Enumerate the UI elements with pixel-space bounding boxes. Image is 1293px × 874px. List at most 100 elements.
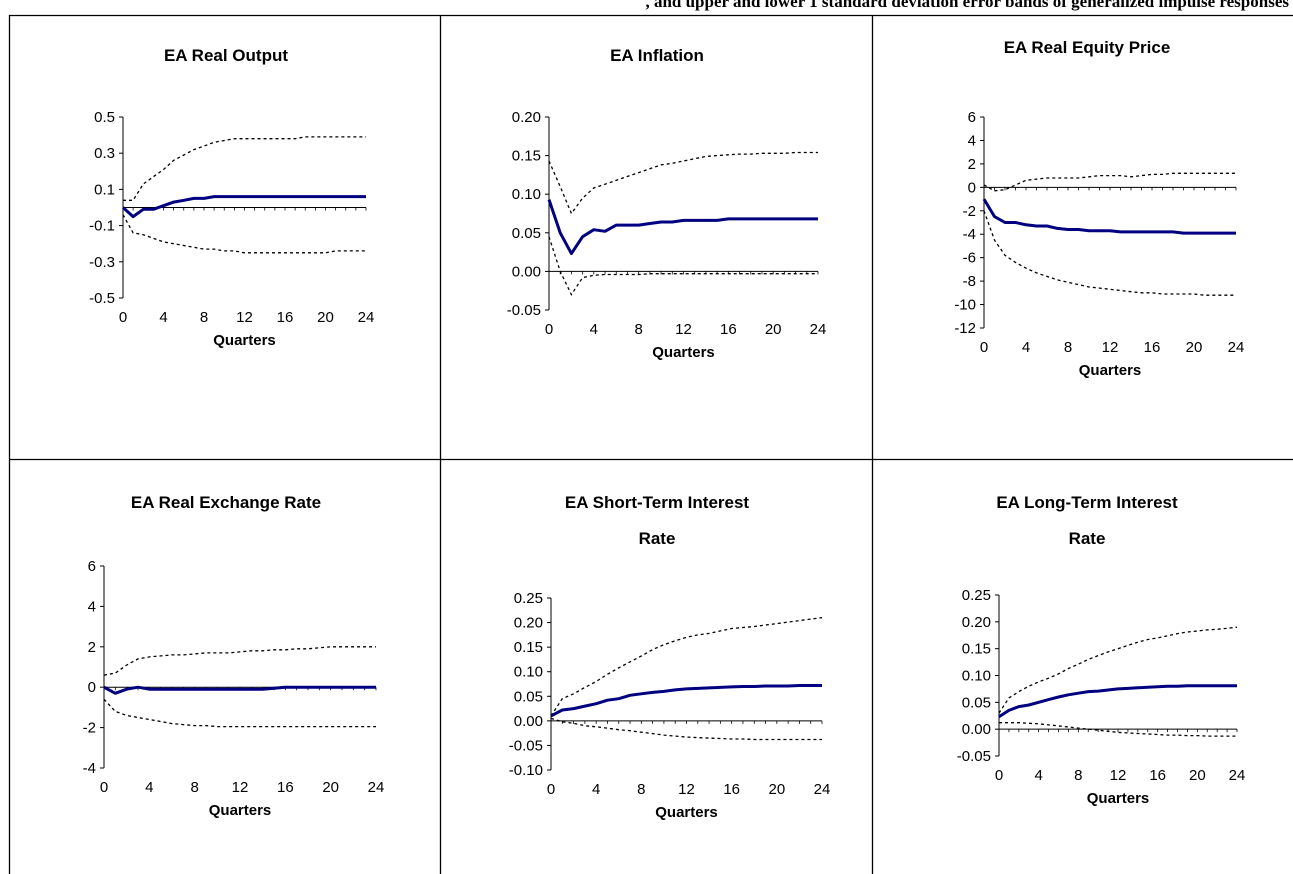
x-tick-label: 24 — [368, 779, 385, 796]
x-axis-title: Quarters — [213, 332, 276, 349]
chart-title: Rate — [639, 529, 676, 548]
x-axis-title: Quarters — [1087, 790, 1150, 807]
response-line — [547, 199, 818, 256]
lower-band-line — [103, 698, 376, 728]
x-tick-label: 4 — [1034, 767, 1042, 784]
x-tick-label: 20 — [1189, 767, 1206, 784]
y-tick-label: 0.25 — [514, 590, 543, 607]
y-tick-label: -0.05 — [957, 748, 991, 765]
x-tick-label: 16 — [277, 779, 294, 796]
y-tick-label: -0.1 — [89, 218, 115, 235]
y-tick-label: -6 — [963, 250, 976, 267]
x-tick-label: 4 — [145, 779, 153, 796]
x-tick-label: 0 — [545, 321, 553, 338]
x-tick-label: 12 — [1110, 767, 1127, 784]
lower-band-line — [122, 214, 366, 254]
x-tick-label: 8 — [190, 779, 198, 796]
y-tick-label: 4 — [88, 598, 96, 615]
x-tick-label: 0 — [980, 339, 988, 356]
x-tick-label: 12 — [1102, 339, 1119, 356]
lower-band-line — [548, 236, 818, 296]
chart-title: EA Short-Term Interest — [565, 493, 750, 512]
upper-band-line — [103, 646, 376, 676]
chart-title: EA Real Equity Price — [1004, 38, 1171, 57]
x-tick-label: 20 — [317, 309, 334, 326]
y-tick-label: -4 — [83, 760, 96, 777]
x-tick-label: 8 — [200, 309, 208, 326]
x-tick-label: 4 — [592, 781, 600, 798]
x-tick-label: 4 — [159, 309, 167, 326]
x-axis-title: Quarters — [655, 804, 718, 821]
x-tick-label: 0 — [547, 781, 555, 798]
y-tick-label: 0.1 — [94, 181, 115, 198]
chart-title: EA Real Exchange Rate — [131, 493, 321, 512]
x-axis-title: Quarters — [209, 802, 272, 819]
x-tick-label: 12 — [675, 321, 692, 338]
y-tick-label: 0.00 — [962, 721, 991, 738]
x-tick-label: 4 — [1022, 339, 1030, 356]
x-axis-title: Quarters — [652, 344, 715, 361]
y-tick-label: -0.05 — [509, 737, 543, 754]
lower-band-line — [999, 722, 1237, 737]
chart-title: EA Long-Term Interest — [996, 493, 1178, 512]
y-tick-label: 0.10 — [962, 668, 991, 685]
y-tick-label: -0.10 — [509, 762, 543, 779]
y-tick-label: 0 — [968, 179, 976, 196]
x-tick-label: 24 — [1229, 767, 1246, 784]
x-tick-label: 24 — [1228, 339, 1245, 356]
x-tick-label: 24 — [810, 321, 827, 338]
chart-title: EA Real Output — [164, 46, 288, 65]
y-tick-label: 0.25 — [962, 587, 991, 604]
response-line — [121, 195, 366, 219]
x-tick-label: 16 — [277, 309, 294, 326]
y-tick-label: -8 — [963, 273, 976, 290]
x-tick-label: 8 — [1064, 339, 1072, 356]
upper-band-line — [548, 151, 818, 215]
x-tick-label: 16 — [720, 321, 737, 338]
y-tick-label: -0.3 — [89, 254, 115, 271]
panel-border-lines — [8, 14, 1293, 874]
chart-panel-1: EA Inflation 0.20 0.15 0.10 0.05 0.00 -0.050 4 8… — [507, 46, 827, 361]
x-tick-label: 12 — [236, 309, 253, 326]
y-tick-label: 0.20 — [962, 614, 991, 631]
y-tick-label: 2 — [968, 156, 976, 173]
x-tick-label: 8 — [1074, 767, 1082, 784]
y-tick-label: -2 — [963, 203, 976, 220]
x-tick-label: 16 — [723, 781, 740, 798]
x-tick-label: 0 — [100, 779, 108, 796]
x-axis-title: Quarters — [1079, 362, 1142, 379]
caption-fragment-text: , and upper and lower 1 standard deviati… — [645, 0, 1289, 11]
y-tick-label: 0.3 — [94, 145, 115, 162]
x-tick-label: 20 — [768, 781, 785, 798]
y-tick-label: 0.05 — [962, 694, 991, 711]
y-tick-label: 0.05 — [514, 688, 543, 705]
response-line — [103, 685, 376, 695]
y-tick-label: 0.20 — [512, 109, 541, 126]
chart-title: EA Inflation — [610, 46, 704, 65]
x-tick-label: 12 — [678, 781, 695, 798]
y-tick-label: 0.05 — [512, 225, 541, 242]
x-tick-label: 24 — [358, 309, 375, 326]
x-tick-label: 16 — [1144, 339, 1161, 356]
x-tick-label: 12 — [232, 779, 249, 796]
chart-panel-5: EA Long-Term Interest Rate 0.25 0.20 0.15 0.1… — [957, 493, 1246, 807]
x-tick-label: 0 — [119, 309, 127, 326]
y-tick-label: 0.00 — [512, 263, 541, 280]
y-tick-label: 4 — [968, 132, 976, 149]
response-line — [982, 198, 1236, 235]
response-line — [998, 684, 1237, 719]
upper-band-line — [998, 626, 1238, 714]
upper-band-line — [550, 617, 823, 717]
y-tick-label: 0.00 — [514, 713, 543, 730]
x-tick-label: 20 — [765, 321, 782, 338]
y-tick-label: 0 — [88, 679, 96, 696]
y-tick-label: 0.20 — [514, 615, 543, 632]
x-tick-label: 20 — [322, 779, 339, 796]
y-tick-label: -4 — [963, 226, 976, 243]
x-tick-label: 16 — [1149, 767, 1166, 784]
response-line — [550, 684, 822, 718]
chart-panel-0: EA Real Output 0.5 0.3 0.1 -0.1 -0.3 -0.50 4 8 12… — [89, 46, 374, 349]
y-tick-label: 0.5 — [94, 109, 115, 126]
